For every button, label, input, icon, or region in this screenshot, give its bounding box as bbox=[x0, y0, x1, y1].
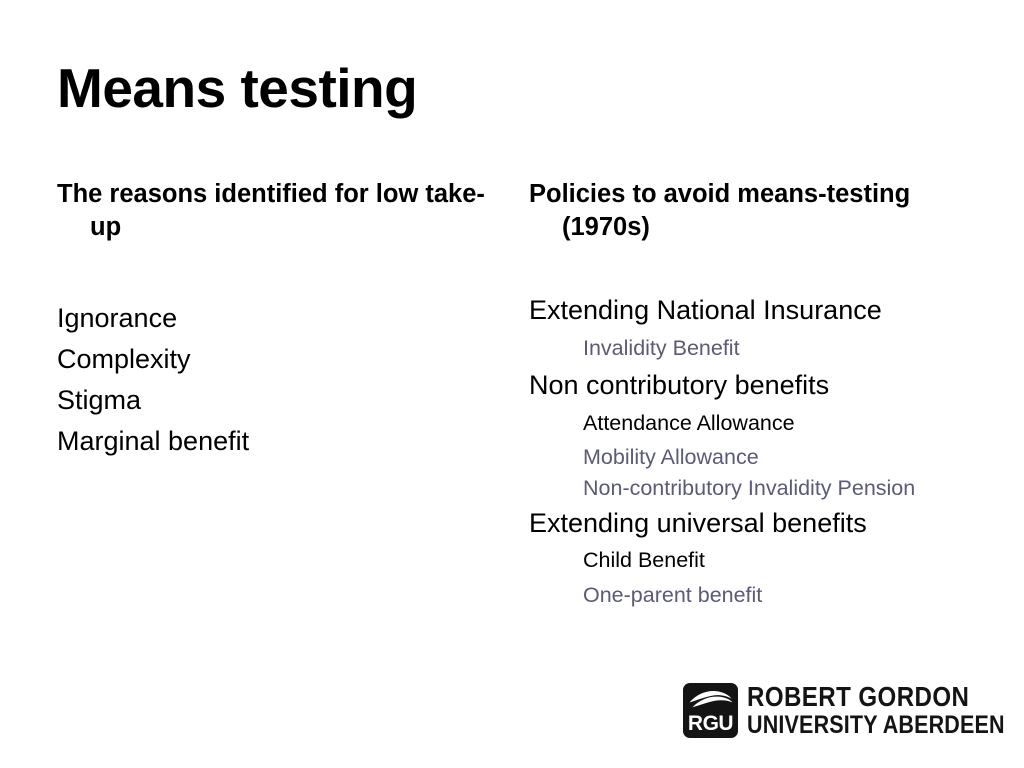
list-item: Complexity bbox=[57, 344, 191, 375]
list-item: One-parent benefit bbox=[583, 582, 763, 607]
list-item: Non-contributory Invalidity Pension bbox=[583, 476, 916, 501]
rgu-logo-mark-text: RGU bbox=[687, 712, 734, 735]
rgu-logo-name-line2: UNIVERSITY ABERDEEN bbox=[747, 711, 1005, 739]
left-column-list: Ignorance Complexity Stigma Marginal ben… bbox=[57, 298, 497, 462]
right-column-spacer bbox=[529, 244, 977, 290]
right-content-column: Policies to avoid means-testing (1970s) … bbox=[529, 178, 977, 612]
rgu-logo-wordmark: ROBERT GORDON UNIVERSITY ABERDEEN bbox=[747, 683, 1024, 738]
page-title: Means testing bbox=[57, 57, 418, 119]
list-item: Extending universal benefits bbox=[529, 507, 867, 538]
rgu-logo-mark-icon: RGU bbox=[683, 683, 738, 738]
list-item: Stigma bbox=[57, 385, 142, 416]
list-item: Ignorance bbox=[57, 303, 178, 334]
list-item: Mobility Allowance bbox=[583, 445, 759, 470]
right-column-list: Extending National Insurance Invalidity … bbox=[529, 290, 977, 612]
list-item: Invalidity Benefit bbox=[583, 336, 740, 361]
swoosh-icon bbox=[689, 691, 733, 708]
list-item: Extending National Insurance bbox=[529, 295, 882, 326]
list-item: Marginal benefit bbox=[57, 426, 250, 457]
rgu-logo: RGU ROBERT GORDON UNIVERSITY ABERDEEN bbox=[683, 683, 1024, 738]
list-item: Attendance Allowance bbox=[583, 410, 795, 435]
rgu-logo-name-line1: ROBERT GORDON bbox=[747, 681, 970, 712]
list-item: Child Benefit bbox=[583, 548, 705, 573]
left-column-spacer bbox=[57, 244, 497, 298]
left-content-column: The reasons identified for low take-up I… bbox=[57, 178, 497, 462]
right-column-heading: Policies to avoid means-testing (1970s) bbox=[529, 180, 911, 242]
left-column-heading: The reasons identified for low take-up bbox=[57, 180, 485, 242]
list-item: Non contributory benefits bbox=[529, 370, 830, 401]
